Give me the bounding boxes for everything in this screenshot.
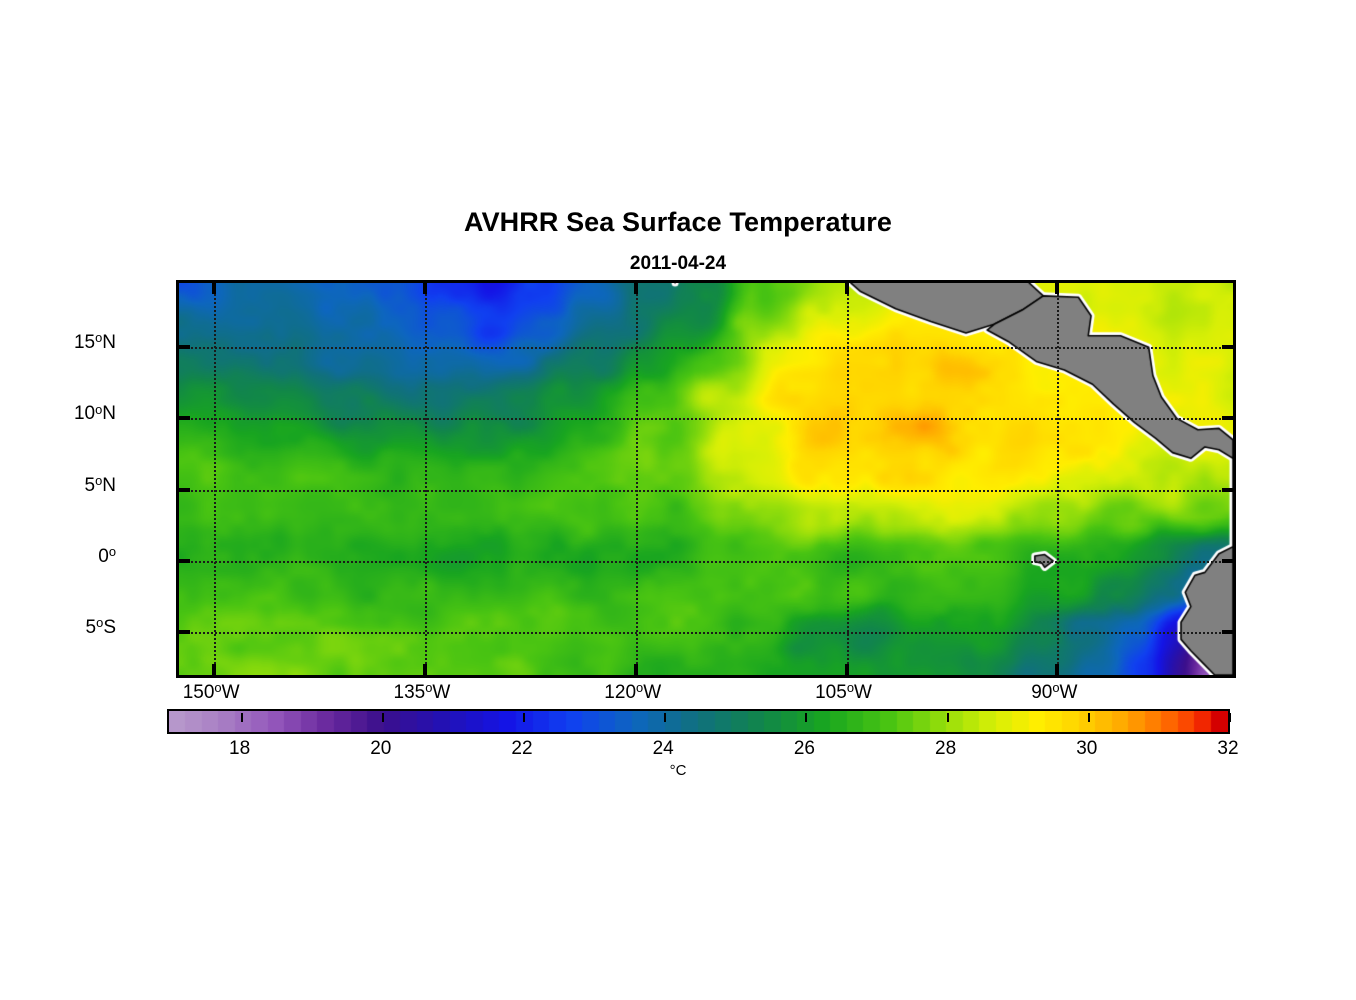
tick-top-lon-105 (844, 283, 849, 294)
colorbar-unit-label: °C (669, 762, 687, 779)
gridline-lon-90W (1057, 283, 1060, 675)
colorbar-tick-30 (1087, 713, 1090, 722)
lat-label-15N: 15oN (73, 330, 116, 354)
colorbar-label-30: 30 (1076, 738, 1098, 759)
map-plot-frame (176, 280, 1236, 678)
tick-left-lat-10 (179, 416, 190, 421)
tick-left-lat-5 (179, 630, 190, 635)
tick-bottom-lon-120 (633, 664, 638, 675)
tick-right-lat-0 (1222, 558, 1233, 563)
tick-right-lat-5 (1222, 487, 1233, 492)
lon-label-120W: 120oW (604, 680, 662, 703)
tick-top-lon-90 (1055, 283, 1060, 294)
lat-label-0eq: 0o (98, 544, 116, 567)
colorbar-label-28: 28 (935, 738, 957, 759)
tick-top-lon-150 (212, 283, 217, 294)
gridline-lon-135W (424, 283, 427, 675)
gridline-lat-10N (179, 418, 1233, 421)
colorbar-gradient (169, 711, 1228, 732)
tick-right-lat-15 (1222, 345, 1233, 350)
gridline-lon-105W (846, 283, 849, 675)
colorbar-label-26: 26 (793, 738, 815, 759)
gridline-lat-5N (179, 489, 1233, 492)
colorbar-label-22: 22 (511, 738, 533, 759)
colorbar-tick-20 (381, 713, 384, 722)
tick-left-lat-5 (179, 487, 190, 492)
colorbar (167, 709, 1231, 734)
gridline-lon-150W (214, 283, 217, 675)
tick-bottom-lon-105 (844, 664, 849, 675)
tick-right-lat-10 (1222, 416, 1233, 421)
colorbar-tick-26 (805, 713, 808, 722)
lon-label-90W: 90oW (1031, 680, 1078, 703)
colorbar-label-20: 20 (370, 738, 392, 759)
tick-right-lat-5 (1222, 630, 1233, 635)
tick-left-lat-0 (179, 558, 190, 563)
gridline-lat-5S (179, 632, 1233, 635)
colorbar-tick-32 (1229, 713, 1231, 722)
colorbar-label-32: 32 (1217, 738, 1239, 759)
tick-top-lon-120 (633, 283, 638, 294)
sst-heatmap-field (179, 283, 1233, 675)
tick-bottom-lon-135 (422, 664, 427, 675)
gridline-lat-15N (179, 347, 1233, 350)
lon-label-135W: 135oW (393, 680, 451, 703)
tick-bottom-lon-150 (212, 664, 217, 675)
lon-label-105W: 105oW (815, 680, 872, 703)
map-clip-region (179, 283, 1233, 675)
colorbar-tick-24 (664, 713, 667, 722)
gridline-lon-120W (635, 283, 638, 675)
colorbar-tick-28 (946, 713, 949, 722)
chart-subtitle-date: 2011-04-24 (629, 253, 727, 274)
colorbar-label-24: 24 (652, 738, 674, 759)
gridline-lat-0eq (179, 560, 1233, 563)
lon-label-150W: 150oW (182, 680, 240, 703)
tick-top-lon-135 (422, 283, 427, 294)
colorbar-tick-18 (240, 713, 243, 722)
lat-label-5S: 5oS (85, 615, 116, 639)
lat-label-5N: 5oN (84, 472, 117, 496)
colorbar-label-18: 18 (229, 738, 251, 759)
tick-bottom-lon-90 (1055, 664, 1060, 675)
lat-label-10N: 10oN (73, 401, 116, 425)
page-title: AVHRR Sea Surface Temperature (463, 207, 893, 237)
tick-left-lat-15 (179, 345, 190, 350)
colorbar-tick-22 (523, 713, 525, 722)
